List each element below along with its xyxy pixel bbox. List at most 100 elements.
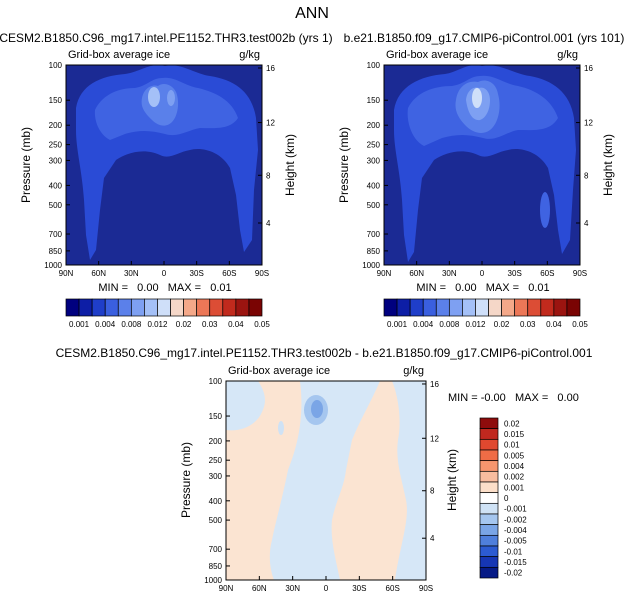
panel2-ytick-label: 100 bbox=[367, 61, 381, 70]
panel3-colorbar-swatch bbox=[479, 460, 499, 472]
panel3-colorbar-label: -0.001 bbox=[504, 505, 527, 514]
panel2-colorbar-swatch bbox=[475, 298, 489, 317]
panel1-colorbar-swatch bbox=[196, 298, 211, 317]
panel-1: Grid-box average ice g/kg Pressure (mb) … bbox=[19, 49, 297, 294]
panel3-ytick-label: 1000 bbox=[204, 576, 222, 585]
panel2-colorbar-swatch bbox=[514, 298, 529, 317]
panel1-ytick-label: 200 bbox=[49, 121, 63, 130]
panel3-colorbar-swatch bbox=[479, 428, 499, 440]
panel3-ytick-label: 150 bbox=[209, 412, 223, 421]
panel1-colorbar-label: 0.05 bbox=[254, 320, 270, 329]
panel1-height-tick-label: 4 bbox=[266, 219, 271, 228]
panel1-colorbar-swatch bbox=[65, 298, 80, 317]
panel1-contours bbox=[66, 65, 262, 265]
panel2-colorbar-swatch bbox=[422, 298, 437, 317]
panel1-ytick-label: 500 bbox=[49, 201, 63, 210]
panel1-ytick-label: 850 bbox=[49, 247, 63, 256]
panel2-colorbar-label: 0.03 bbox=[520, 320, 536, 329]
panel1-colorbar-label: 0.004 bbox=[95, 320, 116, 329]
panel2-height-tick-label: 8 bbox=[584, 171, 589, 180]
panel3-ytick-label: 300 bbox=[209, 472, 223, 481]
panel3-ylabel: Pressure (mb) bbox=[179, 442, 193, 518]
panel3-xtick-label: 0 bbox=[324, 584, 329, 593]
panel2-title: b.e21.B1850.f09_g17.CMIP6-piControl.001 … bbox=[344, 31, 624, 45]
panel1-colorbar-swatch bbox=[248, 298, 263, 317]
panel2-colorbar-label: 0.02 bbox=[494, 320, 510, 329]
panel3-units: g/kg bbox=[403, 365, 424, 377]
panel1-xtick-label: 90S bbox=[255, 269, 269, 278]
figure-title: ANN bbox=[295, 5, 329, 22]
panel2-xtick-label: 0 bbox=[480, 269, 485, 278]
panel3-ytick-label: 400 bbox=[209, 497, 223, 506]
panel3-colorbar-label: -0.015 bbox=[504, 558, 527, 567]
panel-2: Grid-box average ice g/kg Pressure (mb) … bbox=[337, 49, 615, 294]
panel3-colorbar-swatch bbox=[479, 513, 499, 526]
panel3-negative-region bbox=[226, 381, 426, 580]
panel2-height-tick-label: 12 bbox=[584, 119, 593, 128]
panel3-colorbar-swatch bbox=[479, 566, 499, 579]
panel3-negative-inner bbox=[311, 400, 323, 418]
panel2-colorbar-label: 0.001 bbox=[387, 320, 408, 329]
panel3-colorbar-swatch bbox=[479, 502, 499, 515]
panel1-xtick-label: 0 bbox=[162, 269, 167, 278]
panel1-colorbar-swatch bbox=[209, 298, 224, 317]
panel1-ice-core-right bbox=[167, 90, 175, 106]
panel2-xtick-label: 90N bbox=[377, 269, 392, 278]
panel1-colorbar-swatch bbox=[235, 298, 250, 317]
panel2-ytick-label: 700 bbox=[367, 230, 381, 239]
panel3-colorbar-label: 0.001 bbox=[504, 483, 525, 492]
panel1-colorbar-swatch bbox=[157, 298, 171, 317]
panel3-colorbar-swatch bbox=[479, 534, 499, 547]
panel2-ice-southern-tail bbox=[540, 192, 550, 228]
panel1-height-tick-label: 16 bbox=[266, 64, 275, 73]
panel2-colorbar-label: 0.05 bbox=[572, 320, 588, 329]
panel2-ytick-label: 300 bbox=[367, 156, 381, 165]
panel1-colorbar-label: 0.02 bbox=[176, 320, 192, 329]
panel2-height-tick-label: 16 bbox=[584, 64, 593, 73]
panel2-ytick-label: 1000 bbox=[362, 261, 380, 270]
panel1-xtick-label: 30N bbox=[124, 269, 139, 278]
panel3-colorbar-swatch bbox=[479, 545, 499, 558]
panel1-xtick-label: 90N bbox=[59, 269, 74, 278]
panel2-colorbar-label: 0.012 bbox=[465, 320, 486, 329]
panel1-colorbar-swatch bbox=[222, 298, 237, 317]
panel3-colorbar-label: 0.004 bbox=[504, 462, 525, 471]
panel1-colorbar-swatch bbox=[117, 298, 132, 317]
panel1-units: g/kg bbox=[239, 49, 260, 61]
panel3-colorbar-label: 0.015 bbox=[504, 430, 525, 439]
panel2-colorbar-label: 0.008 bbox=[439, 320, 460, 329]
panel1-xtick-label: 60S bbox=[222, 269, 236, 278]
panel2-colorbar-swatch bbox=[501, 298, 516, 317]
panel1-ytick-label: 400 bbox=[49, 181, 63, 190]
panel2-ytick-label: 200 bbox=[367, 121, 381, 130]
panel2-ylabel-right: Height (km) bbox=[601, 134, 615, 196]
panel1-ytick-label: 100 bbox=[49, 61, 63, 70]
panel1-colorbar: 0.001 0.004 0.008 0.012 0.02 0.03 0.04 0.05 bbox=[65, 298, 270, 329]
panel3-colorbar-label: 0.002 bbox=[504, 473, 525, 482]
panel1-title: CESM2.B1850.C96_mg17.intel.PE1152.THR3.t… bbox=[0, 31, 333, 45]
panel3-minmax: MIN = -0.00 MAX = 0.00 bbox=[448, 392, 579, 404]
panel2-colorbar-swatch bbox=[540, 298, 555, 317]
panel2-colorbar-swatch bbox=[553, 298, 568, 317]
panel3-colorbar-swatch bbox=[479, 481, 499, 494]
panel1-xtick-label: 30S bbox=[190, 269, 204, 278]
panel1-colorbar-label: 0.008 bbox=[121, 320, 142, 329]
panel3-height-tick-label: 16 bbox=[430, 380, 439, 389]
panel2-colorbar-swatch bbox=[462, 298, 476, 317]
panel3-height-tick-label: 12 bbox=[430, 434, 439, 443]
panel3-ytick-label: 700 bbox=[209, 545, 223, 554]
panel1-ice-core-left bbox=[148, 87, 160, 107]
panel3-colorbar-label: 0 bbox=[504, 494, 509, 503]
panel3-xtick-label: 90N bbox=[219, 584, 234, 593]
panel1-ytick-label: 150 bbox=[49, 96, 63, 105]
panel3-ylabel-right: Height (km) bbox=[445, 449, 459, 511]
panel2-xtick-label: 60N bbox=[409, 269, 424, 278]
panel2-minmax: MIN = 0.00 MAX = 0.01 bbox=[416, 282, 549, 294]
panel2-colorbar-swatch bbox=[566, 298, 581, 317]
panel3-height-tick-label: 4 bbox=[430, 534, 435, 543]
panel3-colorbar-label: -0.01 bbox=[504, 547, 523, 556]
